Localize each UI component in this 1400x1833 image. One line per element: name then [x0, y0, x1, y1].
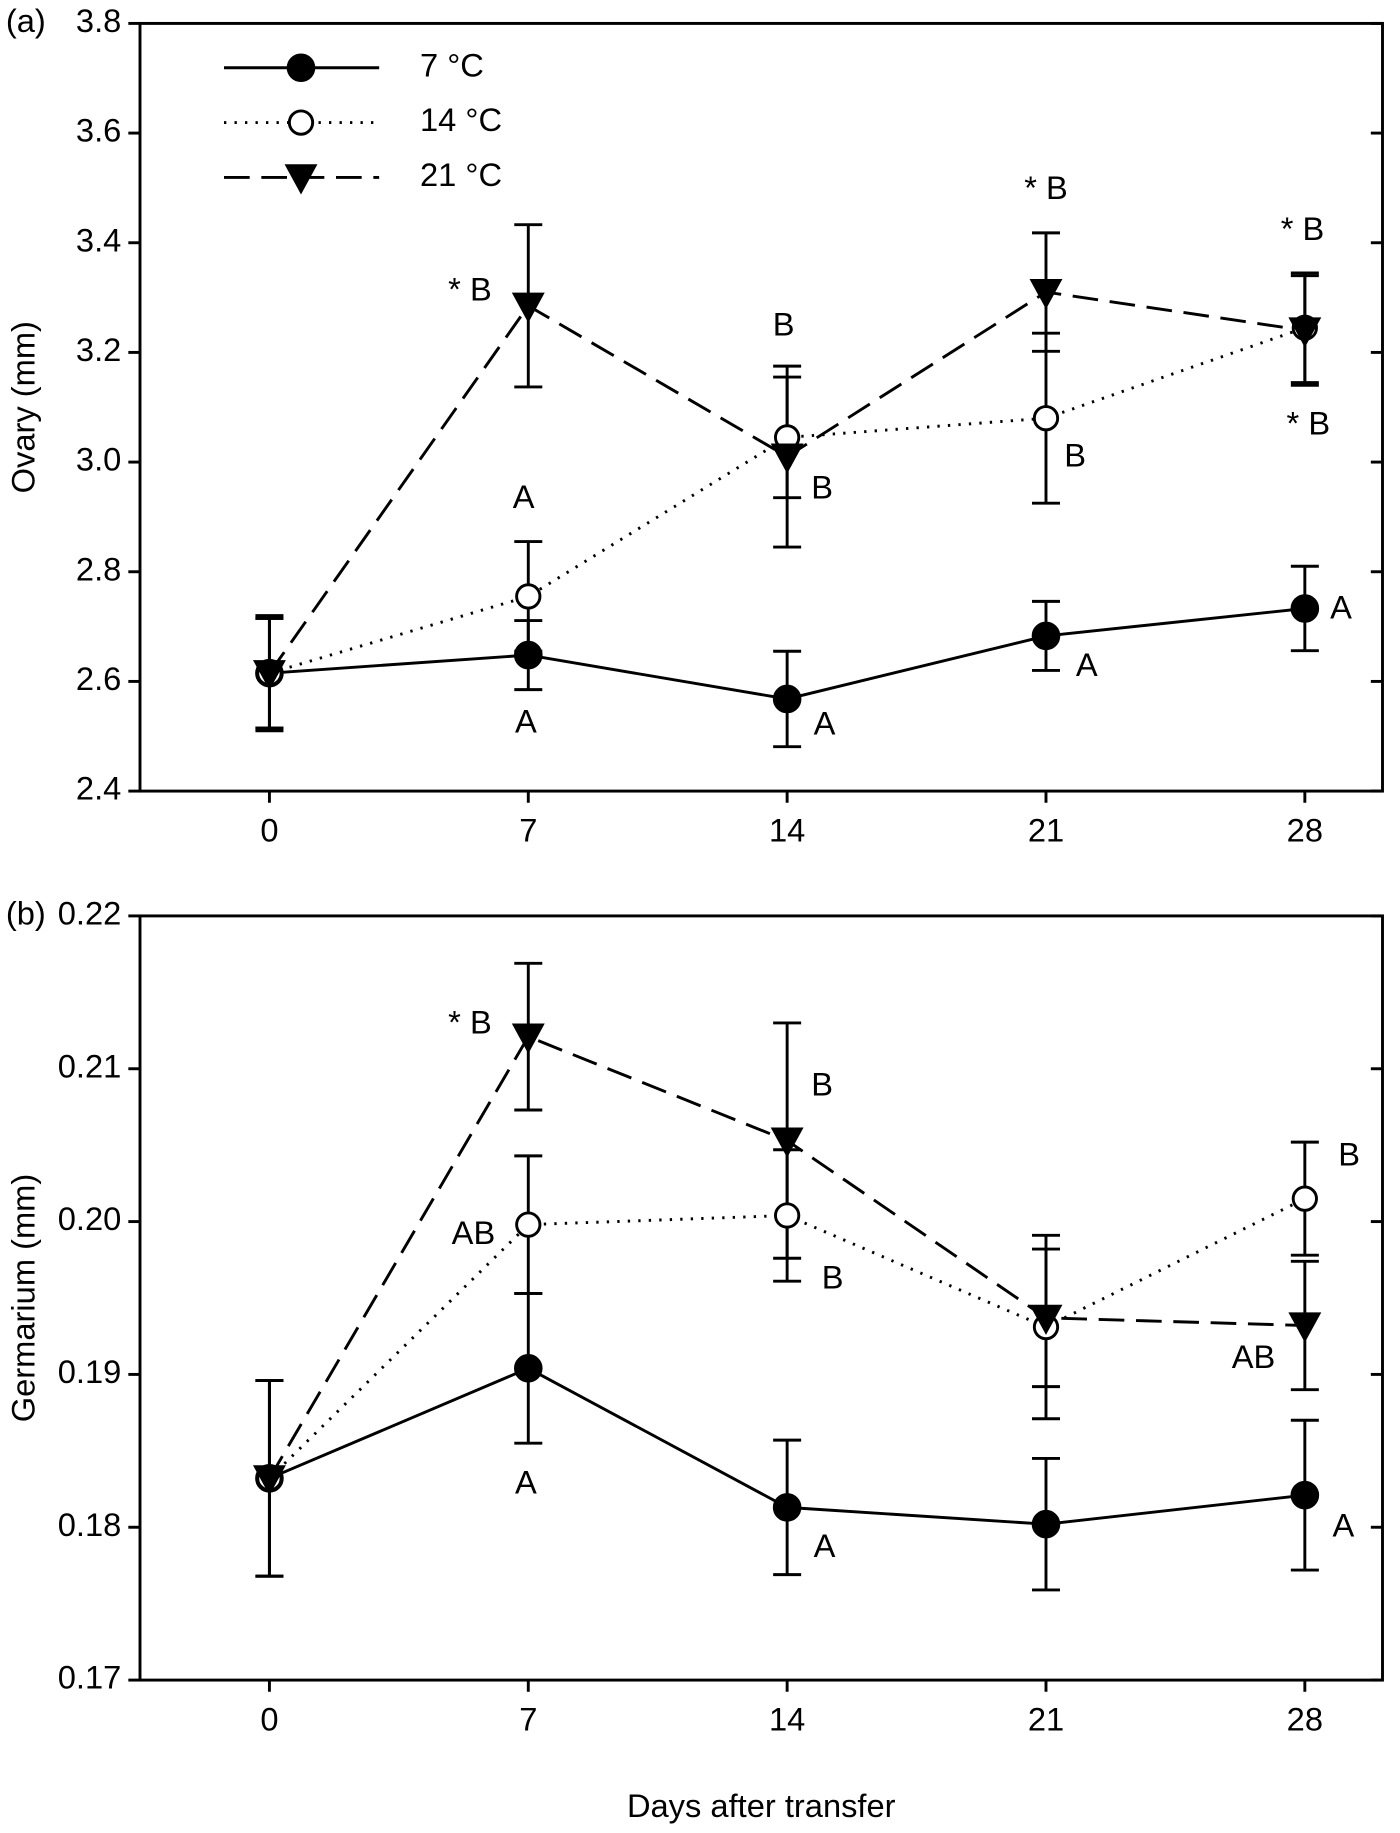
marker: [770, 1127, 804, 1158]
marker: [511, 292, 545, 323]
marker: [1291, 1185, 1318, 1212]
y-tick-label: 3.0: [76, 441, 121, 478]
significance-label: AB: [1232, 1338, 1276, 1375]
marker: [515, 583, 542, 610]
significance-label: A: [515, 1464, 537, 1501]
y-axis-label: Germarium (mm): [4, 1174, 41, 1423]
x-tick-label: 28: [1287, 1701, 1323, 1738]
marker: [774, 1202, 801, 1229]
marker: [515, 1211, 542, 1238]
significance-label: * B: [1024, 169, 1068, 206]
marker: [511, 1023, 545, 1054]
x-tick-label: 0: [260, 812, 278, 849]
marker: [1288, 1312, 1322, 1343]
y-tick-label: 3.4: [76, 221, 121, 258]
significance-label: A: [515, 703, 537, 740]
legend-marker: [287, 109, 315, 136]
significance-label: A: [814, 1527, 836, 1564]
significance-label: A: [513, 478, 535, 515]
significance-label: B: [1338, 1135, 1360, 1172]
significance-label: B: [811, 469, 833, 506]
significance-label: B: [811, 1066, 833, 1103]
significance-label: * B: [448, 270, 492, 307]
significance-label: A: [1332, 1506, 1354, 1543]
y-tick-label: 0.20: [58, 1200, 122, 1237]
x-tick-label: 14: [769, 1701, 805, 1738]
marker: [252, 660, 286, 691]
y-tick-label: 2.4: [76, 770, 121, 807]
significance-label: A: [814, 704, 836, 741]
series-line: [269, 326, 1306, 675]
x-tick-label: 21: [1028, 812, 1064, 849]
marker: [1029, 1304, 1063, 1335]
panel: (a) Ovary (mm) 2.4 2.6 2.8 3.0 3.2 3.4 3.6 3.8 0 7 1…: [4, 2, 1384, 849]
y-tick-label: 0.22: [58, 895, 122, 932]
significance-label: AB: [452, 1214, 496, 1251]
y-tick-label: 2.6: [76, 660, 121, 697]
y-tick-label: 0.19: [58, 1353, 122, 1390]
significance-label: B: [822, 1258, 844, 1295]
y-tick-label: 3.8: [76, 2, 121, 39]
marker: [1290, 1480, 1320, 1510]
plot-frame: [138, 21, 1384, 793]
marker: [1032, 405, 1060, 432]
y-tick-label: 0.18: [58, 1506, 122, 1543]
panel: (b) Germarium (mm) Days after transfer 0.17…: [4, 895, 1384, 1824]
marker: [513, 640, 543, 670]
marker: [1029, 278, 1063, 310]
marker: [1288, 317, 1322, 348]
y-tick-label: 2.8: [76, 550, 121, 587]
significance-label: B: [1064, 437, 1086, 474]
significance-label: * B: [1287, 404, 1331, 441]
x-tick-label: 7: [519, 812, 537, 849]
x-tick-label: 7: [519, 1701, 537, 1738]
panel-label: (b): [6, 895, 46, 932]
marker: [1031, 621, 1061, 651]
panel-label: (a): [6, 2, 46, 39]
legend-label: 7 °C: [420, 46, 484, 83]
legend-marker: [286, 53, 316, 83]
significance-label: * B: [1281, 210, 1325, 247]
legend-label: 21 °C: [420, 156, 502, 193]
significance-label: * B: [448, 1004, 492, 1041]
marker: [772, 684, 802, 714]
y-tick-label: 3.6: [76, 112, 121, 149]
significance-label: A: [1330, 588, 1352, 625]
x-tick-label: 14: [769, 812, 805, 849]
x-tick-label: 28: [1287, 812, 1323, 849]
y-tick-label: 0.17: [58, 1659, 122, 1696]
x-tick-label: 0: [260, 1701, 278, 1738]
marker: [1290, 594, 1320, 623]
plot-frame: [138, 914, 1384, 1682]
y-tick-label: 0.21: [58, 1047, 122, 1084]
legend-label: 14 °C: [420, 101, 502, 138]
marker: [770, 443, 804, 474]
y-tick-label: 3.2: [76, 331, 121, 368]
x-axis-label: Days after transfer: [627, 1787, 896, 1824]
marker: [772, 1493, 802, 1522]
significance-label: A: [1076, 646, 1098, 683]
marker: [252, 1465, 286, 1496]
marker: [1031, 1509, 1061, 1539]
x-tick-label: 21: [1028, 1701, 1064, 1738]
significance-label: B: [773, 306, 795, 343]
legend-marker: [284, 164, 318, 195]
y-axis-label: Ovary (mm): [4, 321, 41, 493]
marker: [513, 1354, 543, 1383]
